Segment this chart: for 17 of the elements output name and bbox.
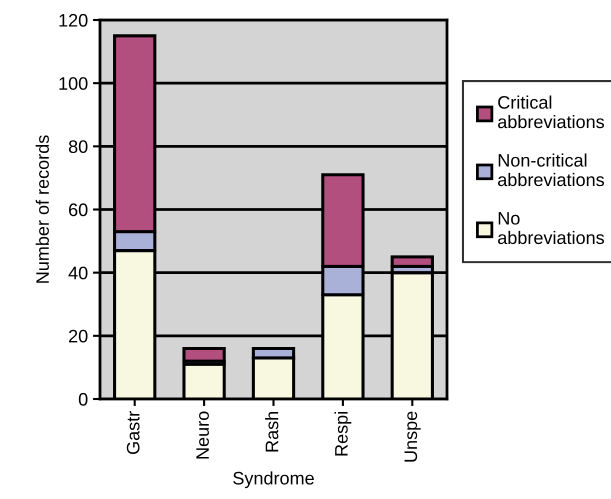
x-tick-label: Neuro — [196, 412, 209, 458]
legend-label: No abbreviations — [498, 212, 604, 244]
legend-label: Critical abbreviations — [498, 96, 604, 128]
y-tick-label: 80 — [68, 140, 88, 154]
x-tick-label: Unspe — [404, 412, 421, 462]
x-tick-label: Respi — [334, 412, 352, 456]
y-tick-label: 120 — [59, 14, 88, 27]
x-tick-label: Rash — [265, 412, 278, 452]
y-tick-label: 100 — [59, 77, 88, 90]
x-axis-title: Syndrome — [233, 471, 314, 488]
x-tick-label: Gastr — [126, 411, 140, 454]
y-tick-label: 40 — [68, 266, 88, 280]
y-tick-label: 20 — [69, 330, 88, 343]
y-axis-title: Number of records — [36, 135, 49, 283]
y-tick-label: 60 — [69, 203, 88, 216]
y-tick-label: 0 — [78, 392, 88, 406]
legend-label: Non-critical abbreviations — [498, 153, 604, 186]
